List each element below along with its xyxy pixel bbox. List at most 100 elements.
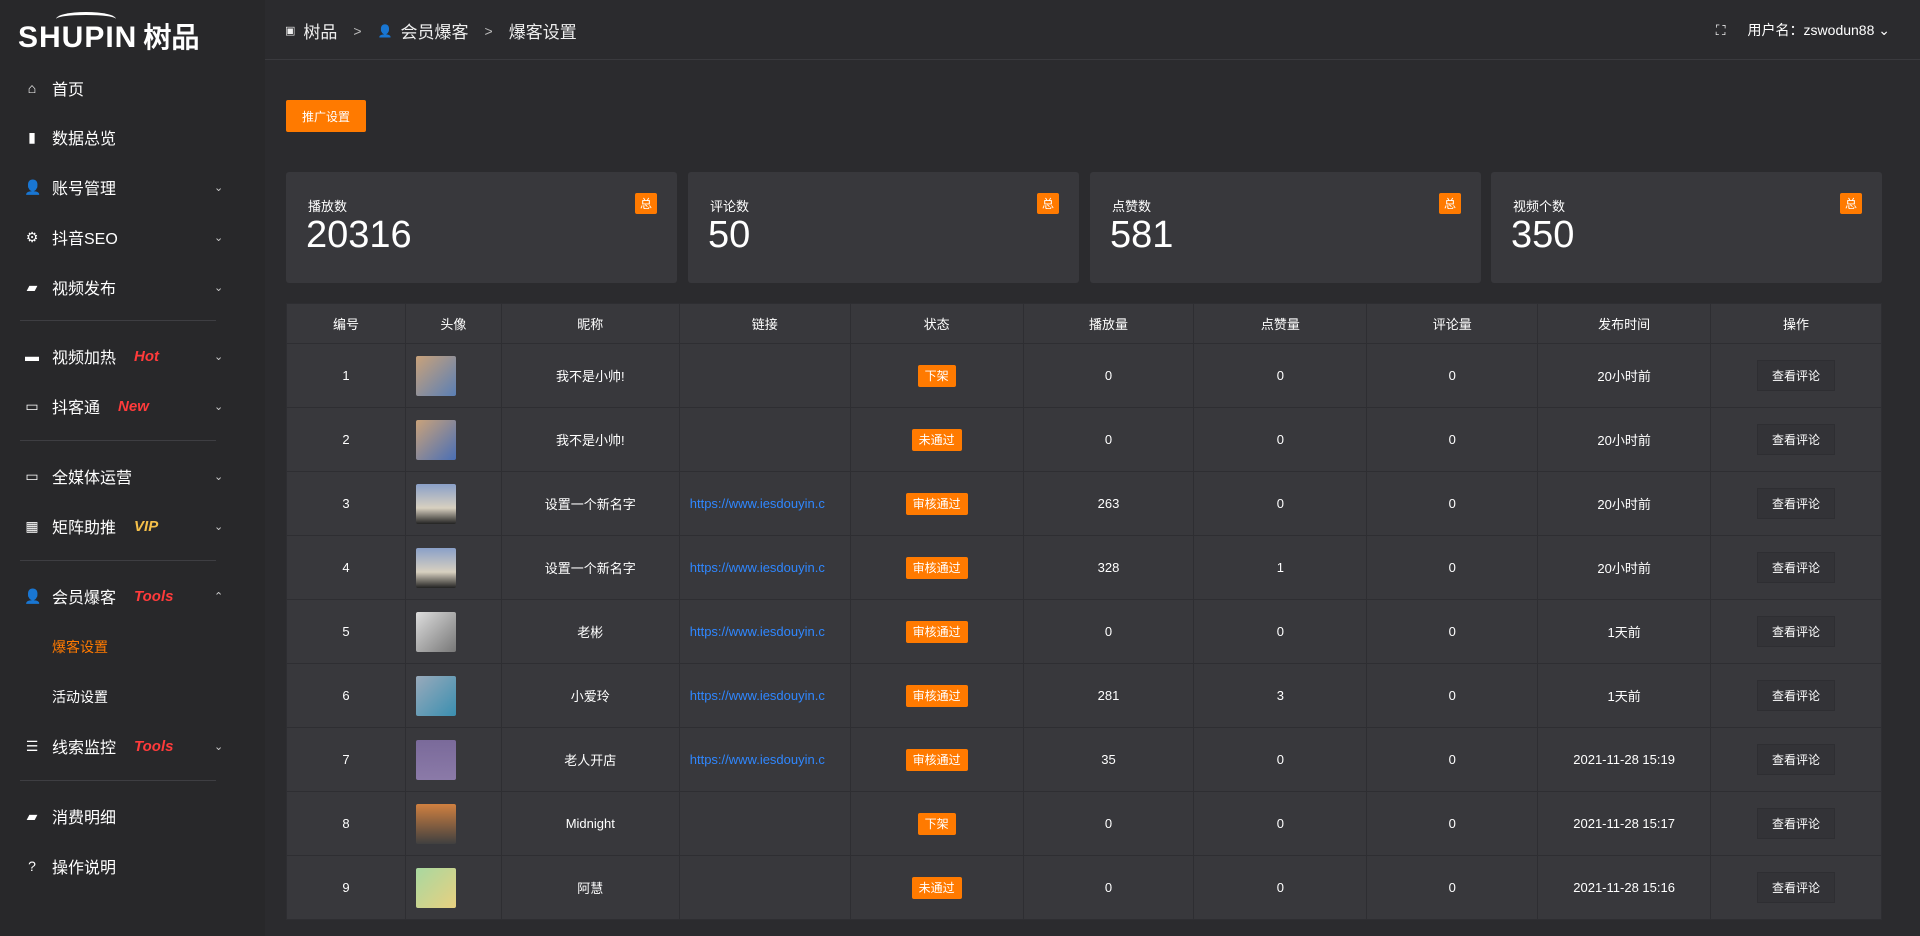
action-cell: 查看评论 (1710, 599, 1882, 664)
likes: 3 (1193, 663, 1368, 728)
sidebar: SHUPIN 树品 ⌂ 首页 ▮ 数据总览 👤 账号管理 ⌄ ⚙ 抖音SEO ⌄ ▰ 视频发布 ⌄ ▬ 视频加… (0, 0, 265, 936)
view-comments-button[interactable]: 查看评论 (1757, 424, 1836, 455)
avatar-cell (404, 407, 502, 472)
publish-time: 1天前 (1537, 599, 1712, 664)
avatar (415, 419, 456, 460)
status-cell: 审核通过 (849, 471, 1024, 536)
view-comments-button[interactable]: 查看评论 (1757, 680, 1836, 711)
breadcrumb-member[interactable]: 会员爆客 (400, 23, 469, 42)
likes: 0 (1193, 727, 1368, 792)
user-menu[interactable]: 用户名：zswodun88 ⌄ (1747, 22, 1890, 38)
sidebar-item-label: 矩阵助推 (52, 520, 117, 537)
video-link[interactable]: https://www.iesdouyin.c (689, 624, 825, 639)
data-table: 编号 头像 昵称 链接 状态 播放量 点赞量 评论量 发布时间 操作 1 我不是小帅! 下架 0 … (286, 303, 1882, 920)
view-comments-button[interactable]: 查看评论 (1757, 872, 1836, 903)
avatar-cell (404, 599, 502, 664)
avatar (415, 547, 456, 588)
nickname: 我不是小帅! (500, 407, 680, 472)
table-row: 9 阿慧 未通过 0 0 0 2021-11-28 15:16 查看评论 (286, 855, 1882, 920)
chevron-icon[interactable]: ⌃ (214, 590, 224, 603)
sidebar-item-label: 抖音SEO (52, 231, 118, 248)
video-link[interactable]: https://www.iesdouyin.c (689, 560, 825, 575)
sidebar-item-label: 线索监控 (52, 740, 117, 757)
home-icon: ⌂ (27, 80, 37, 96)
stat-value: 20316 (306, 214, 412, 256)
view-comments-button[interactable]: 查看评论 (1757, 552, 1836, 583)
view-comments-button[interactable]: 查看评论 (1757, 808, 1836, 839)
sidebar-item[interactable]: ▦ 矩阵助推 VIP ⌄ (0, 506, 265, 546)
table-row: 3 设置一个新名字 https://www.iesdouyin.c 审核通过 2… (286, 471, 1882, 536)
breadcrumb-home[interactable]: 树品 (303, 23, 338, 42)
chevron-icon[interactable]: ⌄ (214, 400, 224, 413)
comments: 0 (1366, 855, 1539, 920)
sidebar-item[interactable]: ▭ 抖客通 New ⌄ (0, 386, 265, 426)
comments: 0 (1366, 471, 1539, 536)
chevron-icon[interactable]: ⌄ (214, 231, 224, 244)
sidebar-item[interactable]: ▬ 视频加热 Hot ⌄ (0, 336, 265, 376)
table-row: 6 小爱玲 https://www.iesdouyin.c 审核通过 281 3… (286, 663, 1882, 728)
plays: 328 (1022, 535, 1195, 600)
nickname: 设置一个新名字 (500, 471, 680, 536)
view-comments-button[interactable]: 查看评论 (1757, 488, 1836, 519)
promo-settings-button[interactable]: 推广设置 (286, 100, 366, 132)
nickname: 设置一个新名字 (500, 535, 680, 600)
comments: 0 (1366, 727, 1539, 792)
row-id: 4 (286, 535, 406, 600)
sidebar-item[interactable]: ▰ 消费明细 (0, 796, 265, 836)
sidebar-tag: Tools (134, 737, 174, 755)
comments: 0 (1366, 663, 1539, 728)
link-cell (678, 343, 851, 408)
user-icon: 👤 (24, 178, 42, 195)
view-comments-button[interactable]: 查看评论 (1757, 360, 1836, 391)
stat-badge: 总 (634, 193, 657, 214)
status-cell: 审核通过 (849, 663, 1024, 728)
sidebar-subitem[interactable]: 爆客设置 (52, 639, 108, 655)
row-id: 8 (286, 791, 406, 856)
fullscreen-icon[interactable]: ⛶ (1715, 21, 1726, 38)
video-link[interactable]: https://www.iesdouyin.c (689, 496, 825, 511)
view-comments-button[interactable]: 查看评论 (1757, 616, 1836, 647)
column-header: 头像 (404, 303, 502, 344)
status-badge: 未通过 (911, 429, 962, 451)
sidebar-subitem[interactable]: 活动设置 (52, 689, 108, 705)
status-cell: 未通过 (849, 407, 1024, 472)
sidebar-item[interactable]: 👤 会员爆客 Tools ⌃ (0, 576, 265, 616)
chevron-icon[interactable]: ⌄ (214, 520, 224, 533)
sidebar-item[interactable]: 👤 账号管理 ⌄ (0, 167, 265, 207)
nickname: 老人开店 (500, 727, 680, 792)
publish-time: 20小时前 (1537, 471, 1712, 536)
chevron-icon[interactable]: ⌄ (214, 281, 224, 294)
nickname: 老彬 (500, 599, 680, 664)
row-id: 3 (286, 471, 406, 536)
sidebar-item[interactable]: ▭ 全媒体运营 ⌄ (0, 456, 265, 496)
avatar (415, 803, 456, 844)
grid-icon: ▦ (25, 517, 39, 534)
video-link[interactable]: https://www.iesdouyin.c (689, 688, 825, 703)
sidebar-tag: VIP (134, 517, 159, 535)
sidebar-item[interactable]: ▰ 视频发布 ⌄ (0, 267, 265, 307)
plays: 0 (1022, 343, 1195, 408)
sidebar-item[interactable]: ▮ 数据总览 (0, 117, 265, 157)
avatar (415, 867, 456, 908)
breadcrumb: ▣ 树品 > 👤 会员爆客 > 爆客设置 (285, 18, 577, 43)
video-link[interactable]: https://www.iesdouyin.c (689, 752, 825, 767)
sidebar-item-label: 首页 (52, 82, 85, 99)
status-badge: 下架 (917, 365, 956, 387)
likes: 0 (1193, 855, 1368, 920)
action-cell: 查看评论 (1710, 855, 1882, 920)
view-comments-button[interactable]: 查看评论 (1757, 744, 1836, 775)
sidebar-item[interactable]: ☰ 线索监控 Tools ⌄ (0, 726, 265, 766)
chevron-icon[interactable]: ⌄ (214, 470, 224, 483)
stat-badge: 总 (1839, 193, 1862, 214)
status-cell: 审核通过 (849, 599, 1024, 664)
chevron-icon[interactable]: ⌄ (214, 181, 224, 194)
sidebar-item[interactable]: ⌂ 首页 (0, 68, 265, 108)
chevron-icon[interactable]: ⌄ (214, 740, 224, 753)
divider (20, 440, 216, 441)
sidebar-item[interactable]: ? 操作说明 (0, 846, 265, 886)
action-cell: 查看评论 (1710, 663, 1882, 728)
plays: 263 (1022, 471, 1195, 536)
stat-card: 点赞数 581 总 (1090, 172, 1481, 283)
chevron-icon[interactable]: ⌄ (214, 350, 224, 363)
sidebar-item[interactable]: ⚙ 抖音SEO ⌄ (0, 217, 265, 257)
